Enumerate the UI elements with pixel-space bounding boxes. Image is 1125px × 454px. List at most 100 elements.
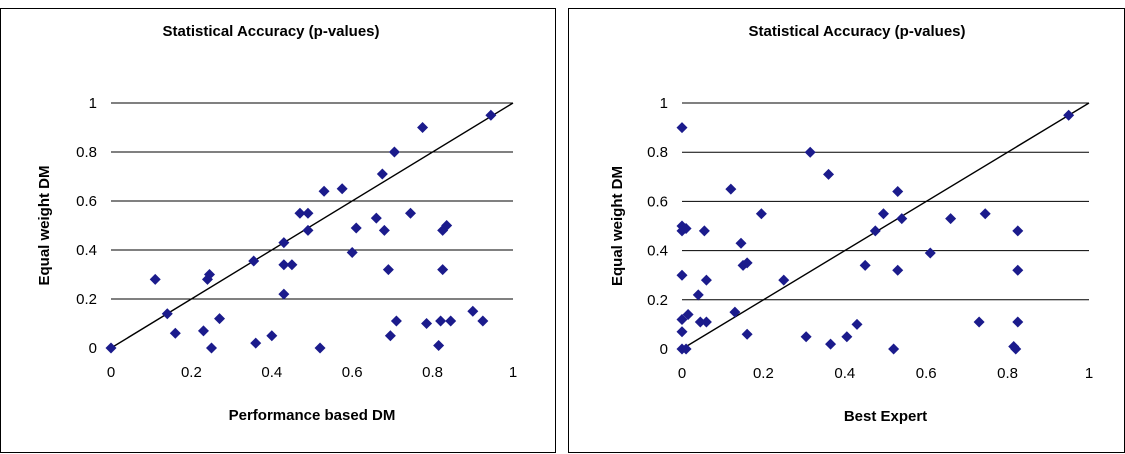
data-point xyxy=(314,342,326,354)
data-point xyxy=(729,306,741,318)
data-point xyxy=(896,213,908,225)
y-tick-label: 1 xyxy=(89,95,97,112)
data-point xyxy=(390,315,402,327)
data-point xyxy=(169,327,181,339)
data-point xyxy=(859,259,871,271)
x-tick-label: 1 xyxy=(509,364,517,381)
data-point xyxy=(892,264,904,276)
data-point xyxy=(302,224,314,236)
data-point xyxy=(851,318,863,330)
data-point xyxy=(1012,225,1024,237)
data-point xyxy=(877,208,889,220)
data-point xyxy=(435,315,447,327)
data-point xyxy=(105,342,117,354)
y-tick-label: 0.6 xyxy=(647,193,668,210)
data-point xyxy=(892,186,904,198)
data-point xyxy=(302,207,314,219)
y-tick-label: 0.6 xyxy=(76,193,97,210)
y-tick-label: 0.8 xyxy=(647,144,668,161)
data-point xyxy=(318,185,330,197)
data-point xyxy=(248,255,260,267)
y-tick-label: 0 xyxy=(660,341,668,358)
data-point xyxy=(1012,316,1024,328)
data-point xyxy=(725,183,737,195)
reference-line xyxy=(110,102,514,349)
data-point xyxy=(1012,264,1024,276)
y-tick-label: 0.8 xyxy=(76,144,97,161)
x-tick-label: 0.4 xyxy=(834,365,855,382)
data-point xyxy=(445,315,457,327)
data-point xyxy=(735,237,747,249)
data-point xyxy=(206,342,217,354)
chart-title: Statistical Accuracy (p-values) xyxy=(162,23,379,40)
y-tick-label: 0.4 xyxy=(647,243,668,260)
data-point xyxy=(694,316,706,328)
data-point xyxy=(1063,109,1075,121)
chart-panel-right: Statistical Accuracy (p-values) 0 0.2 0.4 0.… xyxy=(568,8,1125,453)
data-point xyxy=(680,343,692,355)
data-point xyxy=(676,269,688,281)
x-tick-label: 0.2 xyxy=(753,365,774,382)
data-point xyxy=(841,331,853,343)
data-point xyxy=(1010,343,1022,355)
data-point xyxy=(250,337,262,349)
data-point xyxy=(441,220,453,231)
data-point xyxy=(682,309,694,321)
y-tick-label: 0.4 xyxy=(76,242,97,259)
data-point xyxy=(804,146,816,158)
data-point xyxy=(266,330,278,342)
data-point xyxy=(404,207,416,219)
data-point xyxy=(214,313,226,325)
x-axis-label: Performance based DM xyxy=(229,407,396,424)
data-point xyxy=(698,225,710,237)
data-point xyxy=(945,213,957,225)
data-point xyxy=(278,259,290,271)
data-point xyxy=(823,168,835,180)
data-point xyxy=(433,340,445,352)
x-tick-label: 0.6 xyxy=(916,365,937,382)
y-axis-label: Equal weight DM xyxy=(36,166,53,286)
data-point xyxy=(680,222,692,234)
data-point xyxy=(800,331,812,343)
data-point xyxy=(382,264,394,276)
data-point xyxy=(378,224,390,236)
data-point xyxy=(973,316,985,328)
data-point xyxy=(417,122,429,133)
data-point xyxy=(350,222,362,234)
y-tick-label: 0.2 xyxy=(647,292,668,309)
data-point xyxy=(421,318,433,329)
scatter-chart-right: Statistical Accuracy (p-values) 0 0.2 0.4 0.… xyxy=(609,23,1093,425)
y-tick-label: 0 xyxy=(89,340,97,357)
data-point xyxy=(370,212,382,224)
x-tick-label: 0.4 xyxy=(261,364,282,381)
chart-title: Statistical Accuracy (p-values) xyxy=(748,23,965,40)
data-point xyxy=(278,288,290,300)
data-point xyxy=(825,338,837,350)
y-tick-label: 0.2 xyxy=(76,291,97,308)
y-tick-label: 1 xyxy=(660,95,668,112)
data-point xyxy=(869,225,881,237)
data-point xyxy=(336,183,348,195)
data-point xyxy=(485,109,497,121)
x-tick-label: 0.6 xyxy=(342,364,363,381)
x-tick-label: 0 xyxy=(107,364,115,381)
data-point xyxy=(376,168,388,180)
x-tick-label: 0.8 xyxy=(997,365,1018,382)
data-point xyxy=(741,328,753,340)
data-point xyxy=(888,343,900,355)
data-point xyxy=(294,207,306,219)
reference-line xyxy=(681,102,1090,350)
data-point xyxy=(700,274,712,286)
data-point xyxy=(676,122,688,134)
data-point xyxy=(924,247,936,259)
data-point xyxy=(161,308,173,320)
x-tick-label: 0.2 xyxy=(181,364,202,381)
scatter-chart-left: Statistical Accuracy (p-values) 0 0.2 0.4 0.… xyxy=(36,23,517,424)
data-point xyxy=(149,273,161,285)
data-point xyxy=(477,315,489,327)
chart-panel-left: Statistical Accuracy (p-values) 0 0.2 0.4 0.… xyxy=(0,8,556,453)
data-point xyxy=(676,326,688,338)
data-point xyxy=(979,208,991,220)
data-point xyxy=(203,269,215,280)
data-point xyxy=(778,274,790,286)
